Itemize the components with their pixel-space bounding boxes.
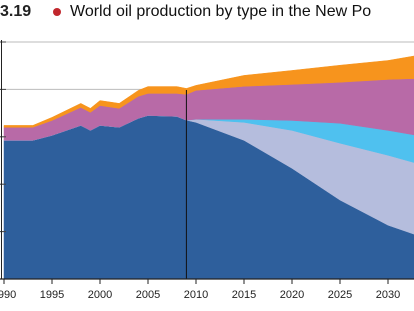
x-tick-label: 2015 (232, 289, 256, 301)
figure-number: 3.19 (0, 3, 31, 20)
x-tick-label: 2000 (88, 289, 112, 301)
x-tick-label: 1990 (0, 289, 16, 301)
plot-area: 1990 1995 2000 2005 2010 2015 2020 2025 2030 (0, 40, 414, 301)
x-tick-label: 2025 (328, 289, 352, 301)
x-tick-label: 1995 (40, 289, 64, 301)
x-tick-label: 2005 (136, 289, 160, 301)
x-tick-label: 2010 (184, 289, 208, 301)
x-tick-label: 2020 (280, 289, 304, 301)
area (3, 55, 414, 128)
title-bullet (53, 8, 61, 16)
chart-title: World oil production by type in the New … (70, 3, 371, 20)
x-tick-label: 2030 (376, 289, 400, 301)
